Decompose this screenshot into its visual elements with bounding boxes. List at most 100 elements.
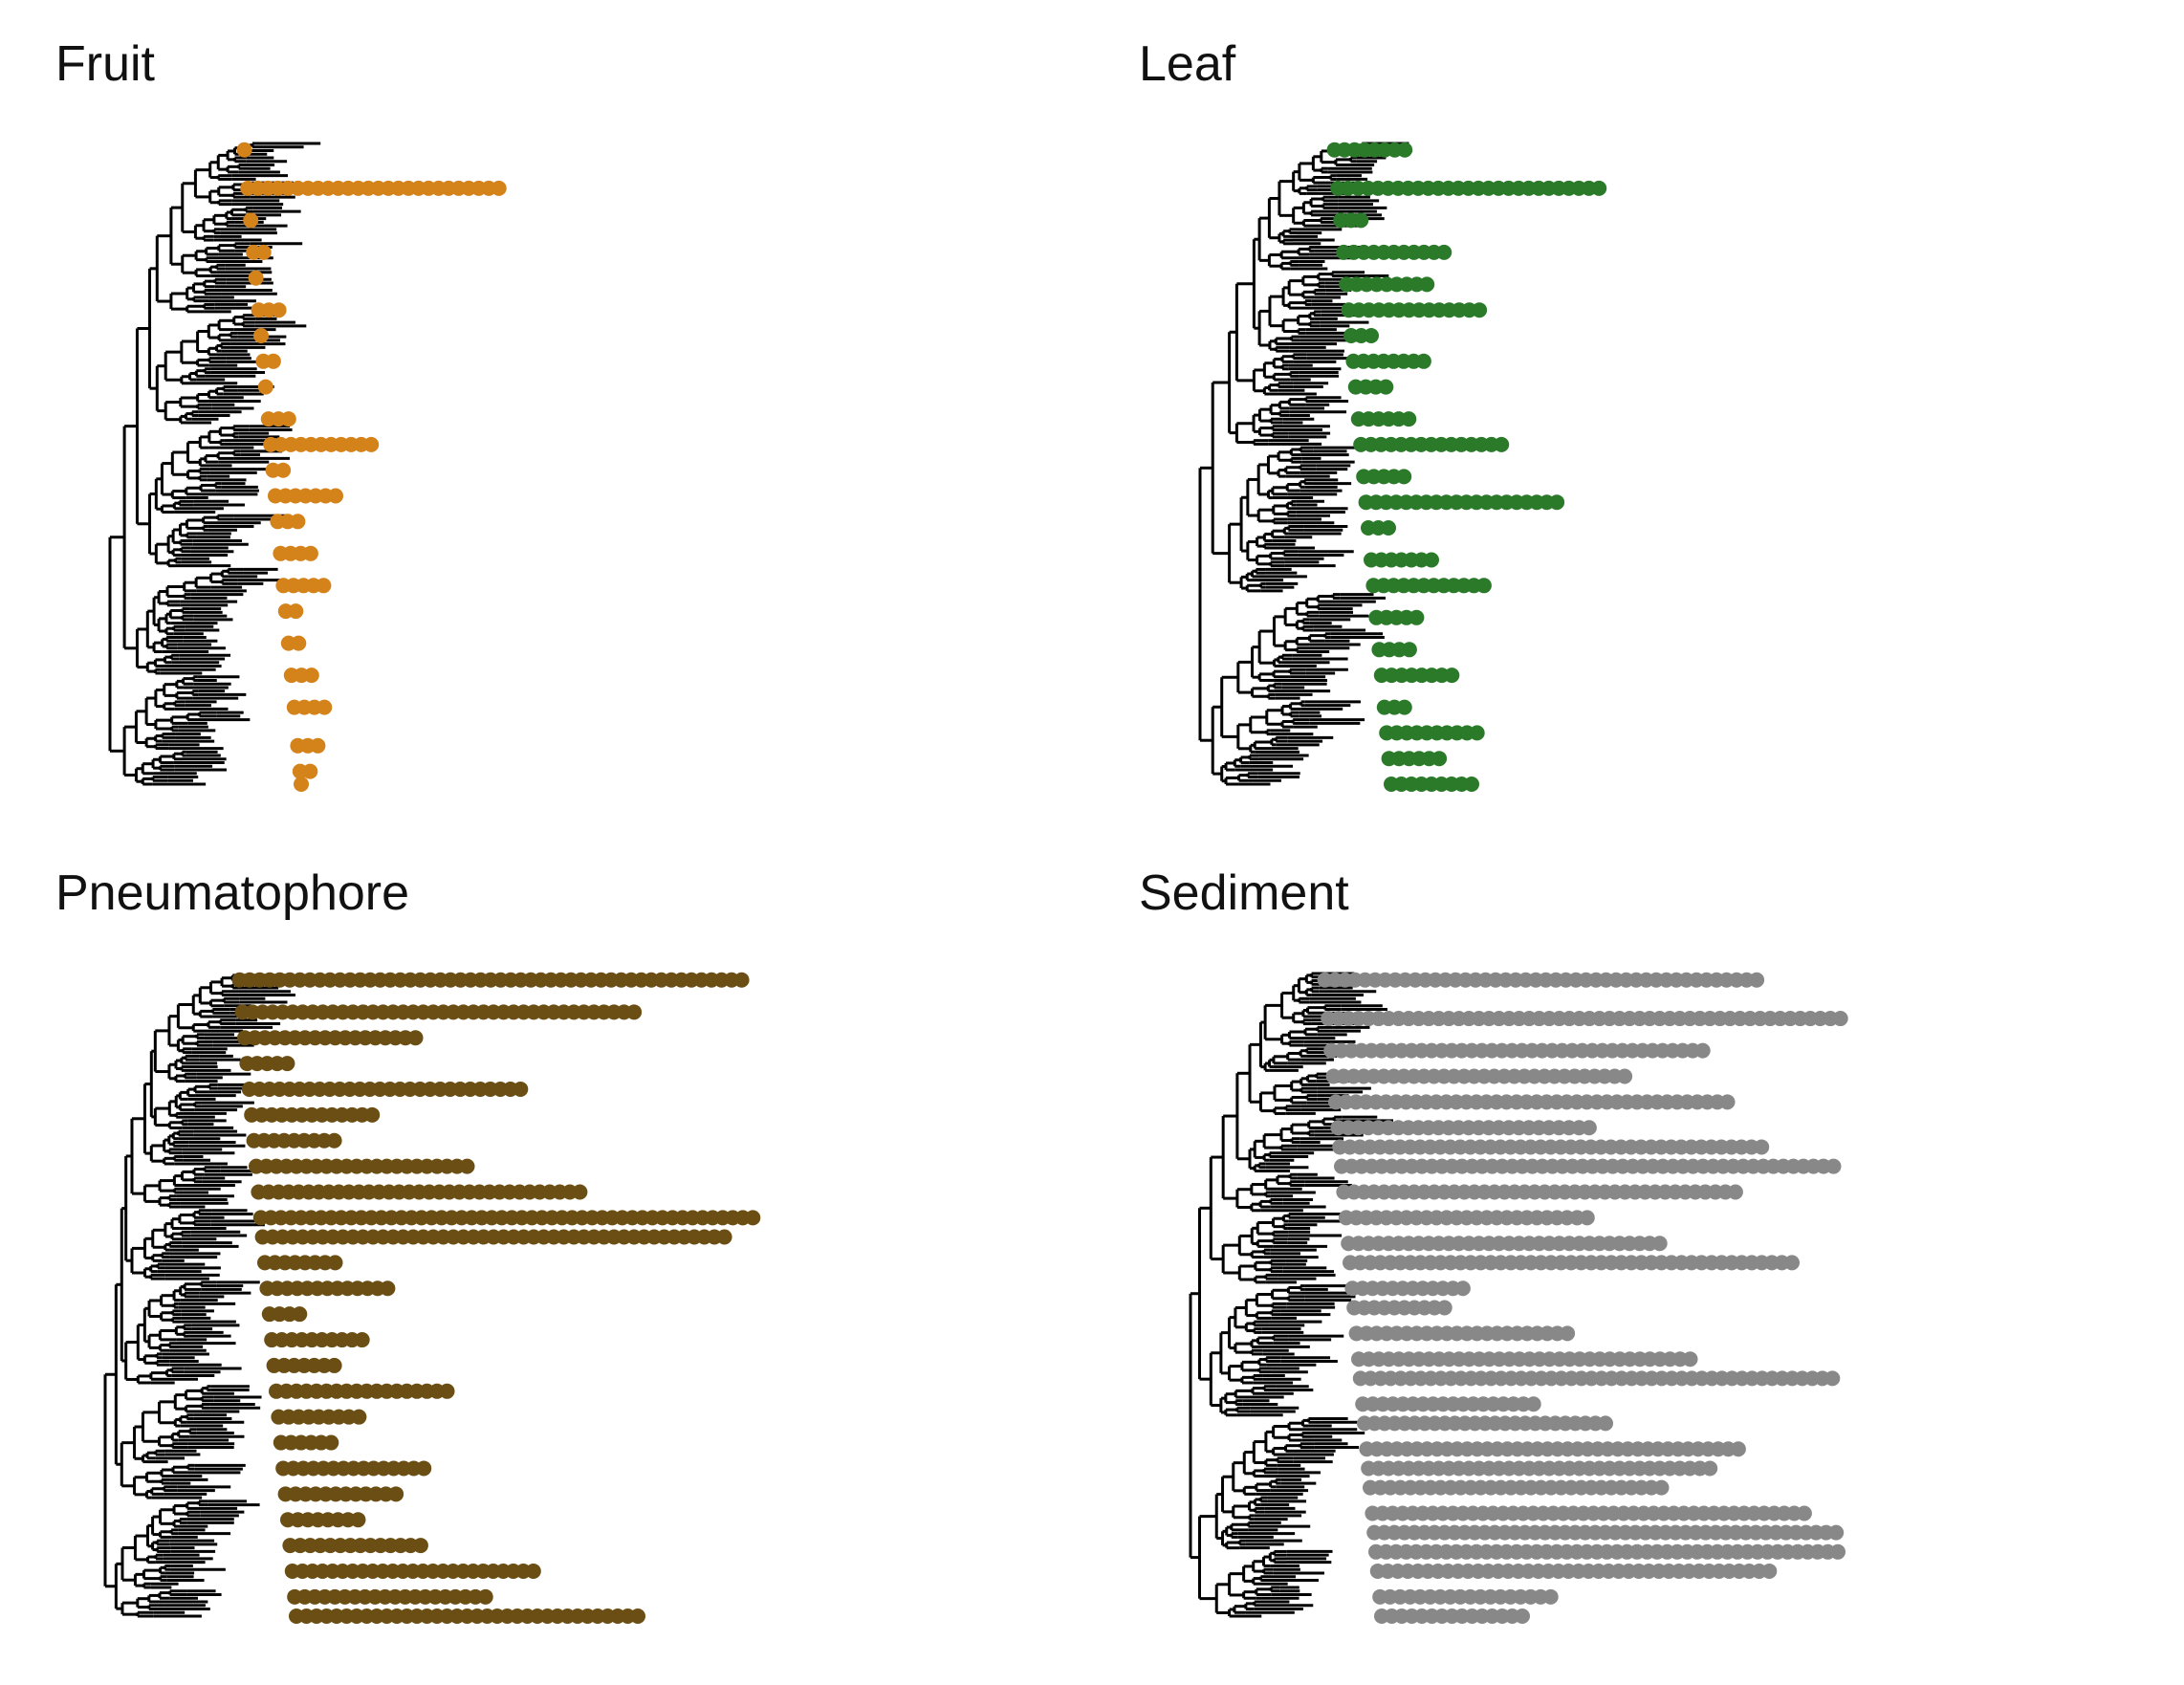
tip-dot [310,737,326,754]
tip-dot [351,1409,367,1425]
tip-dot [1409,609,1425,625]
tip-dot [1694,1042,1711,1059]
panel-leaf: Leaf [1139,36,1607,792]
tip-dot [303,667,319,684]
tip-dot [1454,1280,1471,1297]
tip-dots [231,972,761,1624]
tip-dot [1464,777,1479,792]
tip-dot [1436,244,1452,260]
tip-dots [1326,142,1607,792]
tip-dot [513,1081,529,1097]
tip-dot [1784,1255,1800,1271]
tip-dot [1525,1396,1541,1412]
tip-dot [292,1306,308,1323]
tip-dot [288,603,304,620]
tip-dot [477,1588,493,1605]
tip-dot [745,1210,761,1226]
tip-dot [290,514,306,530]
tip-dot [412,1538,428,1554]
panel-sediment: Sediment [1139,865,1848,1624]
tip-dot [491,180,507,196]
tip-dot [1475,578,1492,594]
tip-dot [1579,1210,1595,1226]
tip-dot [1719,1094,1736,1110]
tip-dot [1651,1236,1668,1252]
tip-dot [1397,142,1413,158]
tip-dot [257,379,273,395]
tip-dot [271,302,287,318]
tip-dot [1472,302,1488,318]
phylo-tree [1198,142,1413,786]
tip-dot [1796,1505,1812,1521]
tip-dot [1378,379,1394,395]
tip-dot [459,1158,475,1174]
tip-dot [1825,1158,1842,1174]
tip-dot [525,1563,541,1579]
tip-dot [316,578,332,594]
tip-dot [275,462,292,478]
tip-dot [291,635,307,651]
tip-dot [323,1434,339,1451]
panel-title-pneumatophore: Pneumatophore [55,865,409,921]
panel-title-fruit: Fruit [55,36,156,92]
tip-dot [236,142,252,158]
tip-dot [354,1332,370,1348]
tip-dot [1424,552,1439,568]
tip-dot [1727,1184,1743,1200]
tip-dot [243,212,259,229]
tip-dot [265,353,281,369]
panel-title-leaf: Leaf [1139,36,1236,92]
tip-dot [1549,494,1565,511]
tip-dot [255,244,272,260]
tip-dot [407,1030,424,1046]
tip-dot [380,1280,396,1297]
tip-dot [350,1512,366,1528]
tip-dot [1830,1543,1845,1560]
tip-dot [1824,1370,1841,1387]
tip-dot [1542,1588,1559,1605]
tip-dot [1560,1325,1576,1342]
tip-dot [326,1132,342,1149]
tip-dot [1444,667,1460,684]
tip-dots [1317,972,1848,1624]
tip-dot [1401,642,1417,658]
tip-dot [1832,1011,1848,1027]
tip-dot [1828,1524,1845,1541]
tip-dot [317,699,333,715]
tip-dot [1419,276,1435,293]
panel-pneumatophore: Pneumatophore [55,865,761,1624]
tip-dot [716,1229,732,1245]
tip-dot [294,777,309,792]
tip-dot [1682,1351,1698,1368]
tip-dot [1469,725,1485,741]
tip-dot [733,972,750,988]
tip-dot [1494,436,1510,452]
tip-dot [1702,1460,1718,1477]
tip-dot [572,1184,588,1200]
tip-dot [1515,1608,1530,1624]
tip-dot [626,1004,643,1020]
tip-dot [1415,353,1431,369]
tip-dot [1749,972,1765,988]
tip-dot [279,1056,295,1072]
tip-dot [1364,328,1379,343]
tip-dots [236,142,507,792]
tip-dot [630,1608,645,1624]
tip-dot [248,270,264,286]
tip-dot [1598,1415,1613,1432]
tip-dot [327,1255,343,1271]
tip-dot [1396,699,1412,715]
phylo-tree [108,142,321,786]
tip-dot [1754,1139,1770,1155]
tip-dot [1396,469,1412,485]
tip-dot [416,1460,432,1477]
tip-dot [302,545,318,561]
tip-dot [1353,212,1369,229]
tip-dot [328,488,343,504]
tip-dot [1401,411,1417,427]
tip-dot [1730,1441,1746,1457]
tip-dot [280,411,296,427]
tip-dot [364,1106,381,1123]
panel-title-sediment: Sediment [1139,865,1349,921]
